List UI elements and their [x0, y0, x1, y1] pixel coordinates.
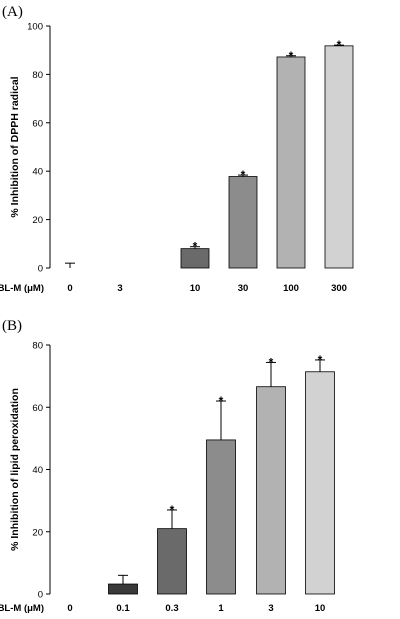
bar-1	[206, 439, 236, 595]
significance-mark: *	[241, 168, 246, 182]
chart-panel-0: (A) % Inhibition of DPPH radical 0 20 40 60 80…	[0, 4, 354, 294]
bar-10	[305, 371, 335, 595]
x-category-label: 1	[218, 603, 224, 614]
y-tick-label: 40	[32, 167, 43, 178]
y-tick-label: 80	[32, 70, 43, 81]
x-axis-prefix: BL-M (μM)	[0, 603, 44, 614]
x-category-label: 0	[67, 603, 72, 614]
x-category-label: 0	[67, 283, 72, 294]
x-category-label: 300	[331, 283, 347, 294]
y-tick-label: 100	[27, 22, 43, 33]
y-tick-label: 20	[32, 215, 43, 226]
y-tick-label: 60	[32, 118, 43, 129]
significance-mark: *	[219, 394, 224, 408]
x-category-label: 30	[238, 283, 249, 294]
significance-mark: *	[289, 49, 294, 63]
y-tick-label: 20	[32, 527, 43, 538]
y-axis-title: % Inhibition of DPPH radical	[9, 76, 21, 217]
y-tick-label: 80	[32, 341, 43, 352]
x-category-label: 10	[315, 603, 326, 614]
x-category-label: 10	[190, 283, 201, 294]
bar-100	[276, 56, 306, 269]
significance-mark: *	[193, 240, 198, 254]
y-tick-label: 0	[38, 264, 43, 275]
bar-3	[256, 386, 286, 595]
bar-300	[324, 45, 354, 269]
y-axis-title: % Inhibition of lipid peroxidation	[9, 388, 21, 551]
y-tick-label: 60	[32, 403, 43, 414]
bar-0.3	[157, 528, 187, 595]
significance-mark: *	[318, 353, 323, 367]
x-category-label: 3	[268, 603, 273, 614]
x-category-label: 0.1	[116, 603, 130, 614]
y-tick-label: 40	[32, 465, 43, 476]
chart-panel-1: (B) % Inhibition of lipid peroxidation 0 20…	[0, 318, 335, 614]
significance-mark: *	[170, 503, 175, 517]
x-category-label: 3	[117, 283, 122, 294]
panel-label: (A)	[2, 4, 23, 20]
x-category-label: 0.3	[165, 603, 178, 614]
bar-0.1	[108, 583, 138, 595]
x-axis-prefix: BL-M (μM)	[0, 283, 44, 294]
significance-mark: *	[269, 355, 274, 369]
y-tick-label: 0	[38, 590, 43, 601]
panel-label: (B)	[2, 318, 22, 334]
x-category-label: 100	[283, 283, 299, 294]
bar-30	[228, 176, 258, 269]
significance-mark: *	[337, 38, 342, 52]
